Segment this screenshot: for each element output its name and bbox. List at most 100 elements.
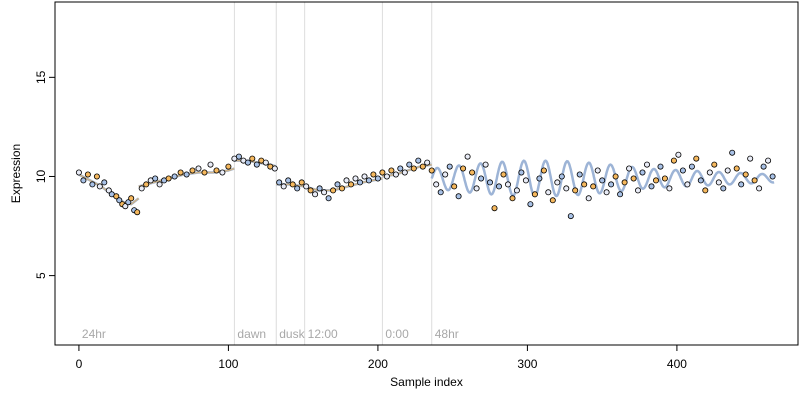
data-point: [608, 181, 615, 188]
data-point: [572, 187, 579, 194]
data-point: [105, 187, 112, 194]
data-point: [96, 183, 103, 190]
data-point: [747, 155, 754, 162]
data-point: [653, 177, 660, 184]
data-point: [330, 187, 337, 194]
data-point: [365, 177, 372, 184]
data-point: [693, 155, 700, 162]
x-tick-label: 400: [667, 357, 687, 371]
fit-curve-overlay: [138, 167, 235, 188]
data-point: [576, 171, 583, 178]
data-point: [554, 179, 561, 186]
data-point: [388, 167, 395, 174]
data-point: [657, 163, 664, 170]
data-point: [531, 191, 538, 198]
plot-frame: [54, 1, 799, 346]
data-point: [513, 187, 520, 194]
data-point: [406, 161, 413, 168]
fit-curve-oscillation: [430, 159, 775, 198]
data-point: [262, 159, 269, 166]
data-point: [156, 181, 163, 188]
data-point: [347, 181, 354, 188]
x-tick-label: 0: [76, 357, 83, 371]
y-tick-label: 15: [34, 70, 48, 84]
data-point: [644, 161, 651, 168]
data-point: [626, 165, 633, 172]
data-point: [711, 161, 718, 168]
data-point: [225, 163, 232, 170]
data-point: [235, 153, 242, 160]
data-point: [189, 167, 196, 174]
data-point: [742, 171, 749, 178]
data-point: [751, 177, 758, 184]
data-point: [549, 197, 556, 204]
data-point: [289, 181, 296, 188]
data-point: [522, 177, 529, 184]
data-point: [473, 185, 480, 192]
data-point: [518, 169, 525, 176]
data-point: [303, 183, 310, 190]
x-tick-label: 200: [368, 357, 388, 371]
marker-label: dusk: [279, 327, 305, 341]
data-point: [424, 159, 431, 166]
observation-points: [75, 149, 776, 220]
data-point: [195, 165, 202, 172]
data-point: [280, 183, 287, 190]
marker-label: dawn: [237, 327, 266, 341]
data-point: [599, 177, 606, 184]
data-point: [509, 195, 516, 202]
data-point: [374, 175, 381, 182]
data-point: [201, 169, 208, 176]
data-point: [603, 189, 610, 196]
data-point: [89, 181, 96, 188]
data-point: [666, 185, 673, 192]
marker-label: 48hr: [435, 327, 459, 341]
data-point: [165, 175, 172, 182]
data-point: [325, 195, 332, 202]
data-point: [679, 167, 686, 174]
data-point: [285, 177, 292, 184]
data-point: [500, 171, 507, 178]
data-point: [183, 171, 190, 178]
data-point: [219, 169, 226, 176]
data-point: [442, 171, 449, 178]
data-point: [361, 173, 368, 180]
data-point: [612, 173, 619, 180]
data-point: [769, 173, 776, 180]
data-point: [276, 179, 283, 186]
data-point: [756, 185, 763, 192]
marker-label: 24hr: [82, 327, 106, 341]
data-point: [370, 171, 377, 178]
data-point: [75, 169, 82, 176]
data-point: [352, 175, 359, 182]
data-point: [171, 173, 178, 180]
data-point: [630, 175, 637, 182]
data-point: [433, 181, 440, 188]
marker-label: 0:00: [385, 327, 409, 341]
data-point: [152, 175, 159, 182]
data-point: [491, 205, 498, 212]
data-point: [527, 201, 534, 208]
data-point: [594, 167, 601, 174]
data-point: [294, 185, 301, 192]
data-point: [482, 161, 489, 168]
data-point: [540, 167, 547, 174]
data-point: [558, 173, 565, 180]
x-tick-label: 100: [218, 357, 238, 371]
data-point: [478, 175, 485, 182]
data-point: [213, 167, 220, 174]
data-point: [621, 179, 628, 186]
data-point: [244, 159, 251, 166]
data-point: [715, 179, 722, 186]
data-point: [675, 151, 682, 158]
data-point: [392, 171, 399, 178]
data-point: [724, 167, 731, 174]
y-tick-label: 10: [34, 169, 48, 183]
data-point: [343, 177, 350, 184]
data-point: [428, 167, 435, 174]
data-point: [585, 195, 592, 202]
data-point: [639, 169, 646, 176]
y-axis-title: Expression: [9, 144, 23, 203]
